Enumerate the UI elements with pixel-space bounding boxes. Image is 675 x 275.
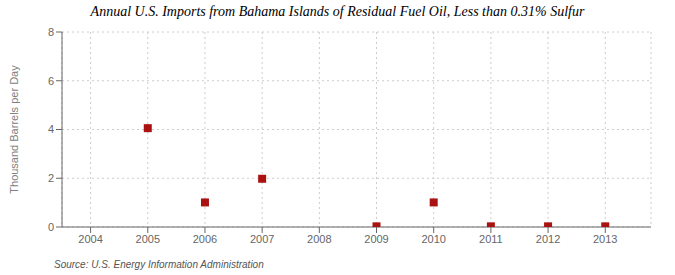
svg-text:2011: 2011 bbox=[479, 233, 503, 245]
svg-text:2: 2 bbox=[48, 172, 54, 184]
svg-text:2009: 2009 bbox=[364, 233, 388, 245]
svg-text:2005: 2005 bbox=[136, 233, 160, 245]
svg-text:8: 8 bbox=[48, 26, 54, 38]
svg-text:2013: 2013 bbox=[593, 233, 617, 245]
svg-text:2004: 2004 bbox=[78, 233, 102, 245]
svg-text:6: 6 bbox=[48, 75, 54, 87]
svg-text:Thousand Barrels per Day: Thousand Barrels per Day bbox=[8, 65, 20, 194]
svg-text:2006: 2006 bbox=[193, 233, 217, 245]
svg-text:0: 0 bbox=[48, 221, 54, 233]
svg-text:2008: 2008 bbox=[307, 233, 331, 245]
svg-text:2007: 2007 bbox=[250, 233, 274, 245]
svg-text:2012: 2012 bbox=[536, 233, 560, 245]
html-text:Annual U.S. Imports from Baham: Annual U.S. Imports from Bahama Islands … bbox=[90, 4, 585, 19]
svg-text:2010: 2010 bbox=[421, 233, 445, 245]
html-text:Source: U.S. Energy Informatio: Source: U.S. Energy Information Administ… bbox=[54, 259, 264, 270]
svg-text:4: 4 bbox=[48, 123, 54, 135]
